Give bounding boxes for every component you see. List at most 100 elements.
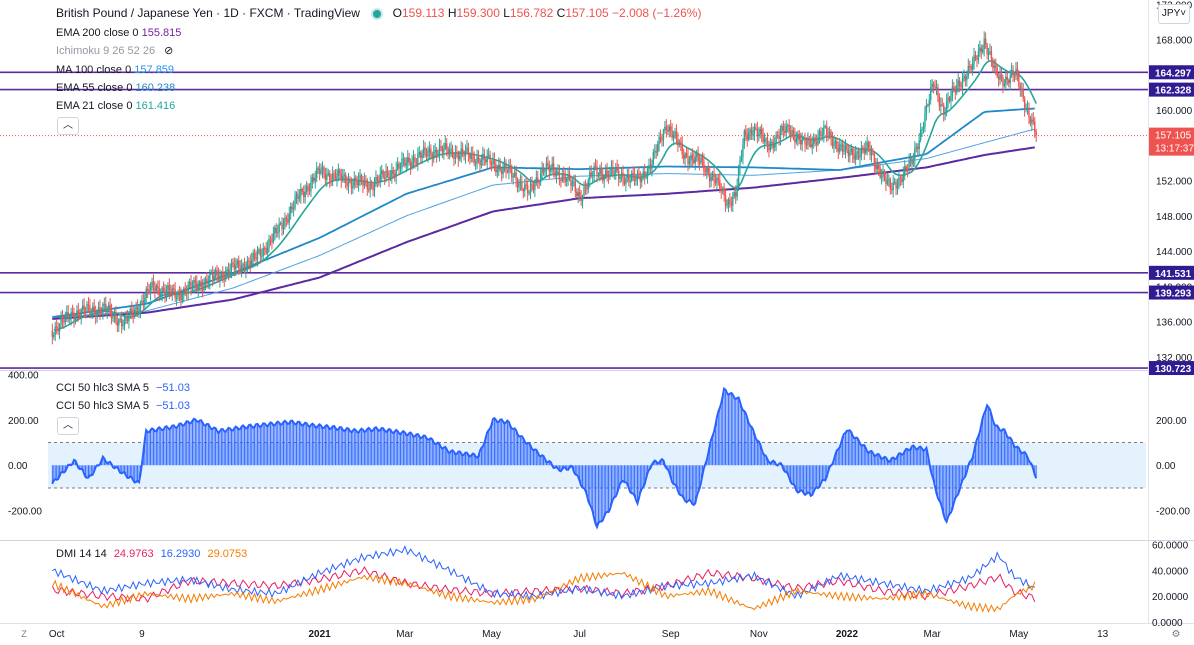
candle-body xyxy=(892,182,894,191)
candle-body xyxy=(961,78,964,88)
candle-body xyxy=(437,154,439,156)
candle-body xyxy=(1008,79,1010,84)
candle-body xyxy=(755,127,757,130)
candle-body xyxy=(852,148,854,156)
candle-body xyxy=(828,131,831,136)
time-tick-label: Sep xyxy=(662,629,680,640)
candle-body xyxy=(223,278,225,280)
candle-body xyxy=(119,318,121,320)
candle-body xyxy=(480,159,483,166)
candle-body xyxy=(460,148,462,156)
candle-body xyxy=(334,173,337,180)
candle-body xyxy=(407,157,409,164)
candle-body xyxy=(1028,107,1030,118)
candle-body xyxy=(191,287,194,289)
candle-body xyxy=(225,271,227,280)
candle-body xyxy=(430,148,432,156)
candle-body xyxy=(297,194,299,199)
candle-body xyxy=(336,176,338,180)
candle-body xyxy=(236,260,238,265)
candle-body xyxy=(797,134,799,139)
candle-body xyxy=(996,68,998,77)
candle-body xyxy=(756,129,759,137)
candle-body xyxy=(258,249,260,253)
candle-body xyxy=(779,131,782,140)
legend-ichimoku[interactable]: Ichimoku 9 26 52 26 ⊘ xyxy=(56,45,174,57)
candle-body xyxy=(750,129,753,136)
candle-body xyxy=(388,172,390,180)
candle-body xyxy=(537,177,539,183)
candle-body xyxy=(355,178,357,181)
candle-body xyxy=(515,172,517,181)
candle-body xyxy=(157,285,159,288)
candle-body xyxy=(759,128,761,134)
currency-selector[interactable]: JPY˅ xyxy=(1158,4,1190,24)
candle-body xyxy=(174,289,176,299)
candle-body xyxy=(606,170,608,176)
dmi-series-line xyxy=(51,565,1036,603)
candle-body xyxy=(866,142,868,149)
legend-ma100[interactable]: MA 100 close 0 157.859 xyxy=(56,64,175,76)
legend-dmi[interactable]: DMI 14 14 24.9763 16.2930 29.0753 xyxy=(56,548,248,560)
candle-body xyxy=(428,148,431,153)
candle-body xyxy=(352,185,354,188)
candle-body xyxy=(986,44,988,55)
candle-body xyxy=(771,141,773,143)
candle-body xyxy=(885,177,887,184)
candle-body xyxy=(291,206,293,210)
candle-body xyxy=(386,170,389,173)
candle-body xyxy=(1005,76,1007,84)
candle-body xyxy=(557,171,559,173)
legend-ema55[interactable]: EMA 55 close 0 160.238 xyxy=(56,82,176,94)
candle-body xyxy=(580,196,582,202)
candle-body xyxy=(1018,73,1020,87)
candle-body xyxy=(1025,108,1027,110)
candle-body xyxy=(329,173,331,181)
candle-body xyxy=(506,171,509,173)
candle-body xyxy=(761,128,763,135)
candle-body xyxy=(878,165,880,169)
candle-body xyxy=(951,86,954,96)
dmi-tick-label: 40.0000 xyxy=(1152,566,1189,577)
legend-ema200[interactable]: EMA 200 close 0 155.815 xyxy=(56,27,182,39)
candle-body xyxy=(513,172,516,177)
candle-body xyxy=(814,137,816,142)
candle-body xyxy=(370,183,373,186)
candle-body xyxy=(1000,74,1003,78)
candle-body xyxy=(558,171,561,180)
legend-cci-2[interactable]: CCI 50 hlc3 SMA 5 −51.03 xyxy=(56,400,190,412)
candle-body xyxy=(242,263,244,265)
candle-body xyxy=(295,194,298,198)
candle-body xyxy=(857,151,860,158)
candle-body xyxy=(203,282,205,291)
candle-body xyxy=(662,130,665,141)
candle-body xyxy=(869,147,871,156)
candle-body xyxy=(100,312,103,314)
candle-body xyxy=(349,180,351,182)
candle-body xyxy=(898,177,900,186)
candle-body xyxy=(525,184,527,186)
moving-average-line xyxy=(52,128,1035,318)
candle-body xyxy=(268,239,270,248)
candle-body xyxy=(818,131,821,137)
candle-body xyxy=(720,189,722,192)
candle-body xyxy=(454,152,457,159)
candle-body xyxy=(891,188,893,191)
candle-body xyxy=(363,180,366,186)
legend-ema21[interactable]: EMA 21 close 0 161.416 xyxy=(56,100,176,112)
candle-body xyxy=(294,197,296,208)
cci-right-tick-label: 0.00 xyxy=(1156,461,1176,472)
candle-body xyxy=(934,86,936,89)
collapse-cci-legend-button[interactable]: ︿ xyxy=(57,417,79,435)
candle-body xyxy=(89,305,91,314)
dmi-series-line xyxy=(51,571,1036,613)
candle-body xyxy=(836,141,838,149)
candle-body xyxy=(264,248,266,250)
candle-body xyxy=(610,166,613,170)
collapse-legend-button[interactable]: ︿ xyxy=(57,117,79,135)
candle-body xyxy=(81,305,84,310)
legend-cci-1[interactable]: CCI 50 hlc3 SMA 5 −51.03 xyxy=(56,382,190,394)
candle-body xyxy=(681,143,683,155)
eye-hidden-icon[interactable]: ⊘ xyxy=(164,45,174,57)
